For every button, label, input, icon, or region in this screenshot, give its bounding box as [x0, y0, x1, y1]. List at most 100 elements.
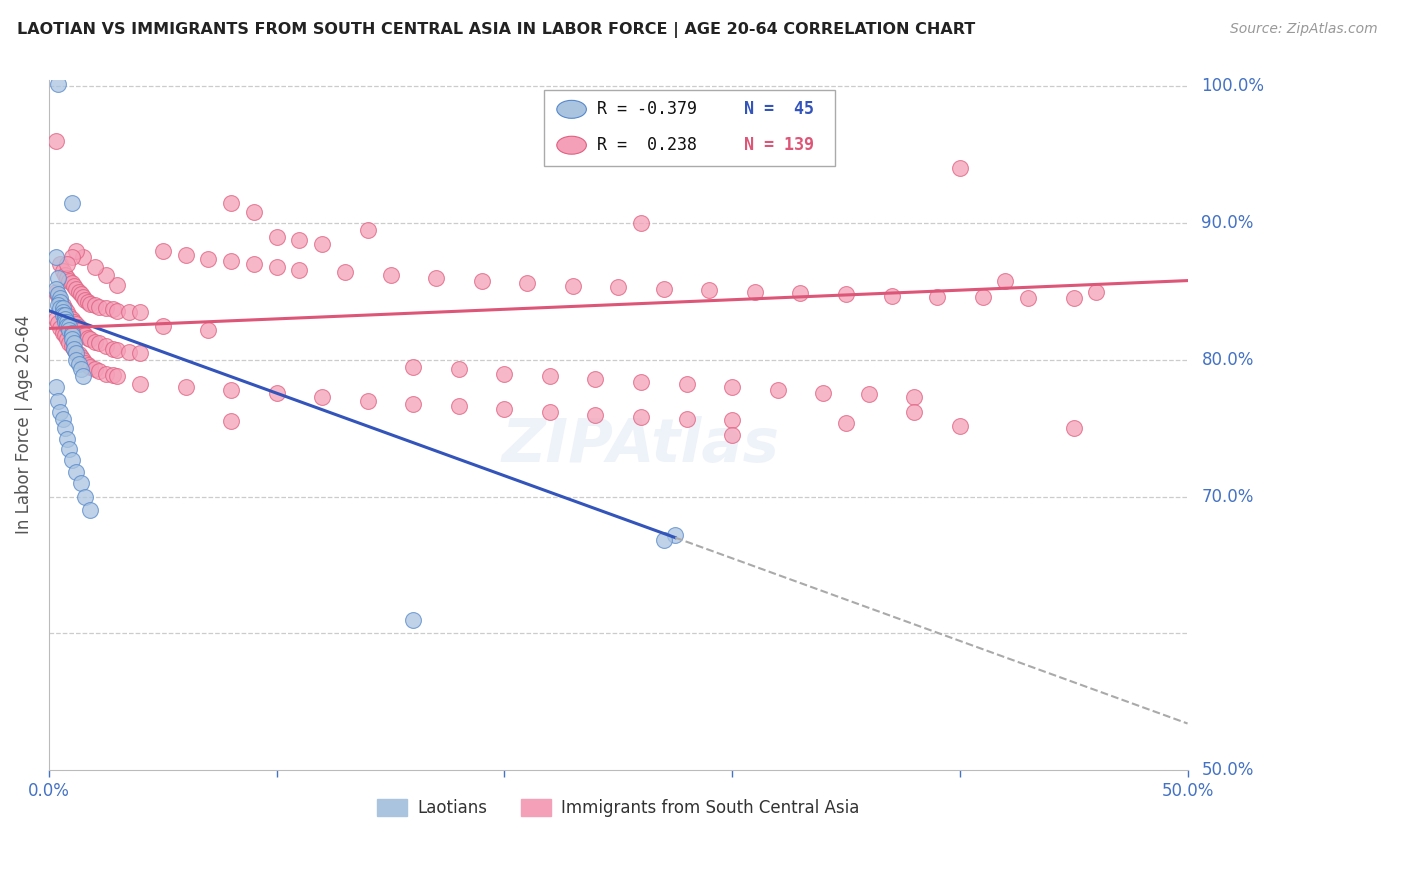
Immigrants from South Central Asia: [219, 195, 242, 210]
Immigrants from South Central Asia: [266, 230, 288, 244]
Text: 90.0%: 90.0%: [1202, 214, 1254, 232]
Immigrants from South Central Asia: [903, 390, 925, 404]
Laotians: [58, 442, 80, 456]
Laotians: [63, 342, 86, 356]
Immigrants from South Central Asia: [425, 271, 447, 285]
Immigrants from South Central Asia: [56, 257, 79, 271]
Immigrants from South Central Asia: [75, 328, 97, 343]
Laotians: [45, 251, 67, 265]
Text: Source: ZipAtlas.com: Source: ZipAtlas.com: [1230, 22, 1378, 37]
Immigrants from South Central Asia: [447, 362, 470, 376]
Laotians: [52, 308, 75, 322]
Laotians: [53, 311, 76, 326]
Laotians: [60, 195, 83, 210]
Immigrants from South Central Asia: [45, 134, 67, 148]
Immigrants from South Central Asia: [402, 359, 425, 374]
Immigrants from South Central Asia: [60, 339, 83, 353]
Circle shape: [557, 101, 586, 119]
Immigrants from South Central Asia: [402, 396, 425, 410]
Immigrants from South Central Asia: [67, 285, 90, 299]
Immigrants from South Central Asia: [83, 335, 105, 350]
Laotians: [53, 421, 76, 435]
Immigrants from South Central Asia: [721, 380, 744, 394]
Immigrants from South Central Asia: [266, 260, 288, 274]
Laotians: [65, 352, 87, 367]
Immigrants from South Central Asia: [835, 416, 858, 430]
Immigrants from South Central Asia: [53, 268, 76, 282]
Immigrants from South Central Asia: [58, 309, 80, 323]
Immigrants from South Central Asia: [83, 362, 105, 376]
Immigrants from South Central Asia: [87, 300, 110, 314]
Text: N =  45: N = 45: [744, 100, 814, 119]
Text: N = 139: N = 139: [744, 136, 814, 154]
Immigrants from South Central Asia: [174, 247, 197, 261]
Immigrants from South Central Asia: [197, 252, 219, 266]
Immigrants from South Central Asia: [675, 411, 697, 425]
Immigrants from South Central Asia: [288, 233, 311, 247]
Immigrants from South Central Asia: [72, 251, 94, 265]
Laotians: [70, 362, 93, 376]
Immigrants from South Central Asia: [65, 282, 87, 296]
Immigrants from South Central Asia: [813, 385, 835, 400]
Laotians: [60, 326, 83, 340]
Immigrants from South Central Asia: [52, 298, 75, 312]
Laotians: [45, 380, 67, 394]
Immigrants from South Central Asia: [243, 205, 266, 219]
Text: 80.0%: 80.0%: [1202, 351, 1254, 369]
Immigrants from South Central Asia: [266, 385, 288, 400]
Immigrants from South Central Asia: [219, 383, 242, 397]
Immigrants from South Central Asia: [76, 331, 98, 345]
Laotians: [60, 328, 83, 343]
Immigrants from South Central Asia: [56, 305, 79, 319]
Immigrants from South Central Asia: [538, 405, 561, 419]
Laotians: [70, 475, 93, 490]
Immigrants from South Central Asia: [46, 288, 69, 302]
Laotians: [79, 503, 101, 517]
Laotians: [65, 465, 87, 479]
Immigrants from South Central Asia: [49, 257, 72, 271]
Laotians: [49, 291, 72, 305]
Laotians: [58, 318, 80, 333]
Immigrants from South Central Asia: [972, 290, 994, 304]
Immigrants from South Central Asia: [630, 375, 652, 389]
Immigrants from South Central Asia: [585, 408, 607, 422]
Immigrants from South Central Asia: [152, 244, 174, 258]
Y-axis label: In Labor Force | Age 20-64: In Labor Force | Age 20-64: [15, 315, 32, 534]
Laotians: [60, 332, 83, 346]
Immigrants from South Central Asia: [105, 343, 128, 358]
Immigrants from South Central Asia: [101, 302, 124, 317]
Immigrants from South Central Asia: [70, 287, 93, 301]
Laotians: [652, 533, 675, 548]
Laotians: [49, 405, 72, 419]
Laotians: [46, 287, 69, 301]
Immigrants from South Central Asia: [835, 287, 858, 301]
Immigrants from South Central Asia: [63, 279, 86, 293]
Immigrants from South Central Asia: [311, 236, 333, 251]
Immigrants from South Central Asia: [789, 285, 811, 300]
Laotians: [45, 282, 67, 296]
Laotians: [52, 411, 75, 425]
Immigrants from South Central Asia: [53, 328, 76, 343]
Immigrants from South Central Asia: [83, 260, 105, 274]
Laotians: [53, 308, 76, 322]
Immigrants from South Central Asia: [152, 318, 174, 333]
Immigrants from South Central Asia: [197, 323, 219, 337]
Immigrants from South Central Asia: [65, 318, 87, 332]
Immigrants from South Central Asia: [607, 280, 630, 294]
Immigrants from South Central Asia: [129, 305, 152, 319]
Immigrants from South Central Asia: [65, 344, 87, 359]
Immigrants from South Central Asia: [76, 295, 98, 310]
Laotians: [56, 315, 79, 329]
Immigrants from South Central Asia: [561, 279, 583, 293]
Laotians: [53, 315, 76, 329]
Immigrants from South Central Asia: [94, 339, 117, 353]
Immigrants from South Central Asia: [380, 268, 402, 282]
Immigrants from South Central Asia: [1063, 291, 1085, 305]
Immigrants from South Central Asia: [858, 387, 880, 401]
Immigrants from South Central Asia: [56, 332, 79, 346]
Immigrants from South Central Asia: [516, 277, 538, 291]
Immigrants from South Central Asia: [79, 359, 101, 374]
Immigrants from South Central Asia: [129, 346, 152, 360]
Immigrants from South Central Asia: [1017, 291, 1039, 305]
FancyBboxPatch shape: [544, 90, 835, 166]
